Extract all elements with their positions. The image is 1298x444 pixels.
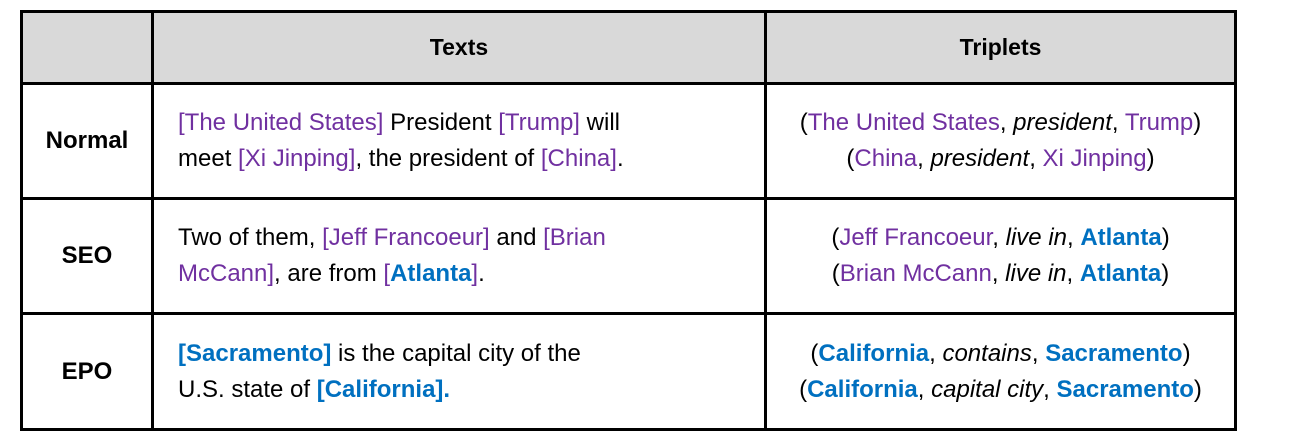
text-segment: U.S. state of xyxy=(178,375,317,403)
text-line: McCann], are from [Atlanta]. xyxy=(178,256,742,292)
text-segment: , the president of xyxy=(355,145,541,172)
triplet-subject: Jeff Francoeur xyxy=(839,224,993,251)
text-line: [The United States] President [Trump] wi… xyxy=(178,105,742,141)
text-segment: . xyxy=(616,145,624,172)
triplet-relation: live in xyxy=(1005,260,1067,287)
triplet-subject: California xyxy=(807,375,918,403)
text-segment: Two of them, xyxy=(178,224,323,251)
triplet-subject: China xyxy=(854,145,918,172)
text-cell: [The United States] President [Trump] wi… xyxy=(151,82,767,200)
table-row: EPO [Sacramento] is the capital city of … xyxy=(20,312,1237,431)
text-line: meet [Xi Jinping], the president of [Chi… xyxy=(178,141,742,177)
triplet-object: Atlanta xyxy=(1080,224,1162,251)
triplet-subject: California xyxy=(818,339,930,367)
triplet-object: Xi Jinping xyxy=(1042,145,1147,172)
table-row: Normal [The United States] President [Tr… xyxy=(20,82,1237,200)
entity-mention: [China] xyxy=(540,145,617,172)
triplet-relation: live in xyxy=(1005,224,1067,251)
text-segment: and xyxy=(489,224,544,251)
triplet: (China, president, Xi Jinping) xyxy=(846,145,1155,172)
text-segment: , are from xyxy=(274,260,384,287)
triplet: (Brian McCann, live in, Atlanta) xyxy=(831,260,1170,287)
triplet: (California, contains, Sacramento) xyxy=(810,339,1191,367)
text-segment: will xyxy=(579,109,620,136)
header-texts: Texts xyxy=(151,10,767,85)
entity-mention: [Trump] xyxy=(498,109,580,136)
triplet-object: Sacramento xyxy=(1045,339,1183,367)
comparison-table: Texts Triplets Normal [The United States… xyxy=(20,10,1237,431)
row-label: EPO xyxy=(20,312,154,431)
triplet-relation: capital city xyxy=(931,375,1044,403)
text-segment: President xyxy=(383,109,499,136)
triplet: (Jeff Francoeur, live in, Atlanta) xyxy=(831,224,1170,251)
text-segment: is the capital city of the xyxy=(331,339,581,367)
entity-mention: [Sacramento] xyxy=(178,339,332,367)
text-cell: Two of them, [Jeff Francoeur] and [Brian… xyxy=(151,197,767,315)
entity-mention: [Brian xyxy=(543,224,606,251)
entity-mention: ] xyxy=(471,260,479,287)
text-line: Two of them, [Jeff Francoeur] and [Brian xyxy=(178,220,742,256)
entity-mention: Atlanta xyxy=(390,260,472,287)
entity-mention: [Jeff Francoeur] xyxy=(322,224,490,251)
entity-mention: [California]. xyxy=(316,375,451,403)
entity-mention: McCann] xyxy=(178,260,275,287)
triplet: (California, capital city, Sacramento) xyxy=(799,375,1202,403)
entity-mention: [The United States] xyxy=(178,109,384,136)
text-segment: meet xyxy=(178,145,239,172)
triplet-object: Atlanta xyxy=(1079,260,1162,287)
triplet-relation: president xyxy=(930,145,1030,172)
text-line: U.S. state of [California]. xyxy=(178,372,742,408)
header-empty-cell xyxy=(20,10,154,85)
entity-mention: [ xyxy=(383,260,391,287)
triplets-cell: (California, contains, Sacramento) (Calif… xyxy=(764,312,1237,431)
text-cell: [Sacramento] is the capital city of the U… xyxy=(151,312,767,431)
triplet-subject: Brian McCann xyxy=(839,260,992,287)
triplet-object: Trump xyxy=(1124,109,1194,136)
triplet-subject: The United States xyxy=(807,109,1000,136)
entity-mention: [Xi Jinping] xyxy=(238,145,356,172)
triplets-cell: (Jeff Francoeur, live in, Atlanta) (Brian… xyxy=(764,197,1237,315)
header-triplets: Triplets xyxy=(764,10,1237,85)
triplets-cell: (The United States, president, Trump) (Ch… xyxy=(764,82,1237,200)
row-label: SEO xyxy=(20,197,154,315)
triplet: (The United States, president, Trump) xyxy=(799,109,1202,136)
triplet-object: Sacramento xyxy=(1056,375,1194,403)
text-line: [Sacramento] is the capital city of the xyxy=(178,336,742,372)
text-segment: . xyxy=(478,260,485,287)
triplet-relation: president xyxy=(1013,109,1112,136)
header-row: Texts Triplets xyxy=(20,10,1237,85)
table-row: SEO Two of them, [Jeff Francoeur] and [B… xyxy=(20,197,1237,315)
row-label: Normal xyxy=(20,82,154,200)
triplet-relation: contains xyxy=(942,339,1032,367)
